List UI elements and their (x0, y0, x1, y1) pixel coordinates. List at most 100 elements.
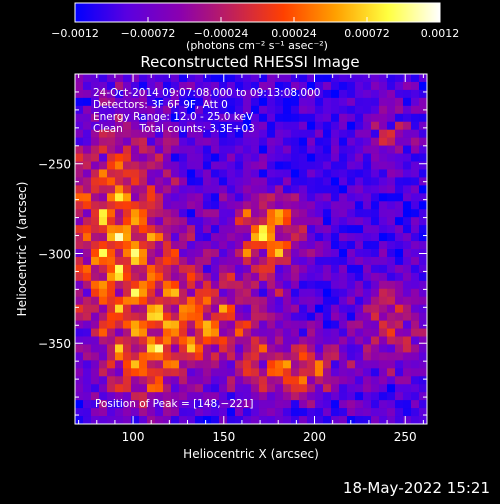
heatmap-cell (267, 161, 276, 170)
heatmap-cell (283, 392, 292, 401)
heatmap-cell (315, 368, 324, 377)
heatmap-cell (155, 145, 164, 154)
heatmap-cell (227, 97, 236, 107)
heatmap-cell (235, 272, 244, 282)
heatmap-cell (123, 376, 132, 385)
colorbar-tick-label: 0.00072 (344, 27, 390, 40)
heatmap-cell (171, 376, 180, 385)
heatmap-cell (371, 304, 380, 313)
heatmap-cell (307, 376, 316, 385)
heatmap-cell (235, 113, 244, 123)
heatmap-cell (171, 249, 180, 258)
heatmap-cell (347, 209, 356, 218)
heatmap-cell (91, 384, 100, 393)
heatmap-cell (219, 145, 228, 154)
heatmap-cell (355, 169, 364, 178)
heatmap-cell (371, 416, 380, 424)
heatmap-cell (395, 241, 404, 250)
heatmap-cell (163, 328, 172, 337)
heatmap-cell (91, 280, 100, 290)
heatmap-cell (219, 233, 228, 242)
heatmap-cell (115, 392, 124, 401)
heatmap-cell (99, 352, 108, 361)
heatmap-cell (339, 296, 348, 305)
heatmap-cell (363, 416, 372, 424)
heatmap-cell (259, 272, 268, 282)
heatmap-cell (235, 241, 244, 250)
heatmap-cell (227, 137, 236, 146)
heatmap-cell (275, 296, 284, 305)
heatmap-cell (283, 344, 292, 353)
heatmap-cell (227, 249, 236, 258)
heatmap-cell (323, 89, 332, 99)
heatmap-cell (107, 304, 116, 313)
heatmap-cell (227, 272, 236, 282)
heatmap-cell (99, 201, 108, 210)
heatmap-cell (147, 344, 156, 353)
heatmap-cell (347, 368, 356, 377)
heatmap-cell (179, 113, 188, 123)
heatmap-cell (387, 336, 396, 345)
heatmap-cell (107, 129, 116, 138)
heatmap-cell (99, 249, 108, 258)
heatmap-cell (155, 296, 164, 305)
heatmap-cell (147, 129, 156, 138)
heatmap-cell (387, 264, 396, 274)
heatmap-cell (83, 256, 92, 266)
heatmap-cell (163, 193, 172, 202)
heatmap-cell (115, 280, 124, 290)
heatmap-cell (411, 280, 420, 290)
heatmap-cell (267, 328, 276, 337)
heatmap-cell (115, 288, 124, 298)
heatmap-cell (187, 368, 196, 377)
heatmap-cell (251, 201, 260, 210)
heatmap-cell (171, 304, 180, 313)
heatmap-cell (363, 336, 372, 345)
heatmap-cell (171, 217, 180, 226)
heatmap-cell (315, 193, 324, 202)
heatmap-cell (283, 296, 292, 305)
heatmap-cell (371, 233, 380, 242)
heatmap-cell (355, 280, 364, 290)
heatmap-cell (387, 392, 396, 401)
heatmap-cell (139, 89, 148, 99)
heatmap-cell (227, 360, 236, 369)
heatmap-cell (83, 97, 92, 107)
heatmap-cell (235, 81, 244, 91)
heatmap-cell (99, 145, 108, 154)
heatmap-cell (179, 272, 188, 282)
heatmap-cell (283, 384, 292, 393)
heatmap-cell (75, 328, 84, 337)
heatmap-cell (315, 129, 324, 138)
heatmap-cell (315, 225, 324, 234)
heatmap-cell (259, 113, 268, 123)
heatmap-cell (203, 360, 212, 369)
heatmap-cell (163, 312, 172, 321)
heatmap-cell (315, 344, 324, 353)
heatmap-cell (227, 312, 236, 321)
heatmap-cell (155, 121, 164, 130)
heatmap-cell (347, 241, 356, 250)
heatmap-cell (291, 416, 300, 424)
heatmap-cell (395, 177, 404, 186)
heatmap-cell (379, 81, 388, 91)
heatmap-cell (163, 384, 172, 393)
heatmap-cell (227, 304, 236, 313)
heatmap-cell (307, 81, 316, 91)
heatmap-cell (371, 272, 380, 282)
heatmap-cell (115, 360, 124, 369)
heatmap-cell (363, 296, 372, 305)
heatmap-cell (331, 209, 340, 218)
heatmap-cell (179, 264, 188, 274)
heatmap-cell (339, 81, 348, 91)
heatmap-cell (83, 121, 92, 130)
heatmap-cell (139, 241, 148, 250)
heatmap-cell (323, 241, 332, 250)
heatmap-cell (403, 264, 412, 274)
heatmap-cell (275, 272, 284, 282)
heatmap-cell (203, 304, 212, 313)
heatmap-cell (291, 137, 300, 146)
heatmap-cell (291, 408, 300, 417)
heatmap-cell (419, 145, 427, 154)
heatmap-cell (75, 264, 84, 274)
